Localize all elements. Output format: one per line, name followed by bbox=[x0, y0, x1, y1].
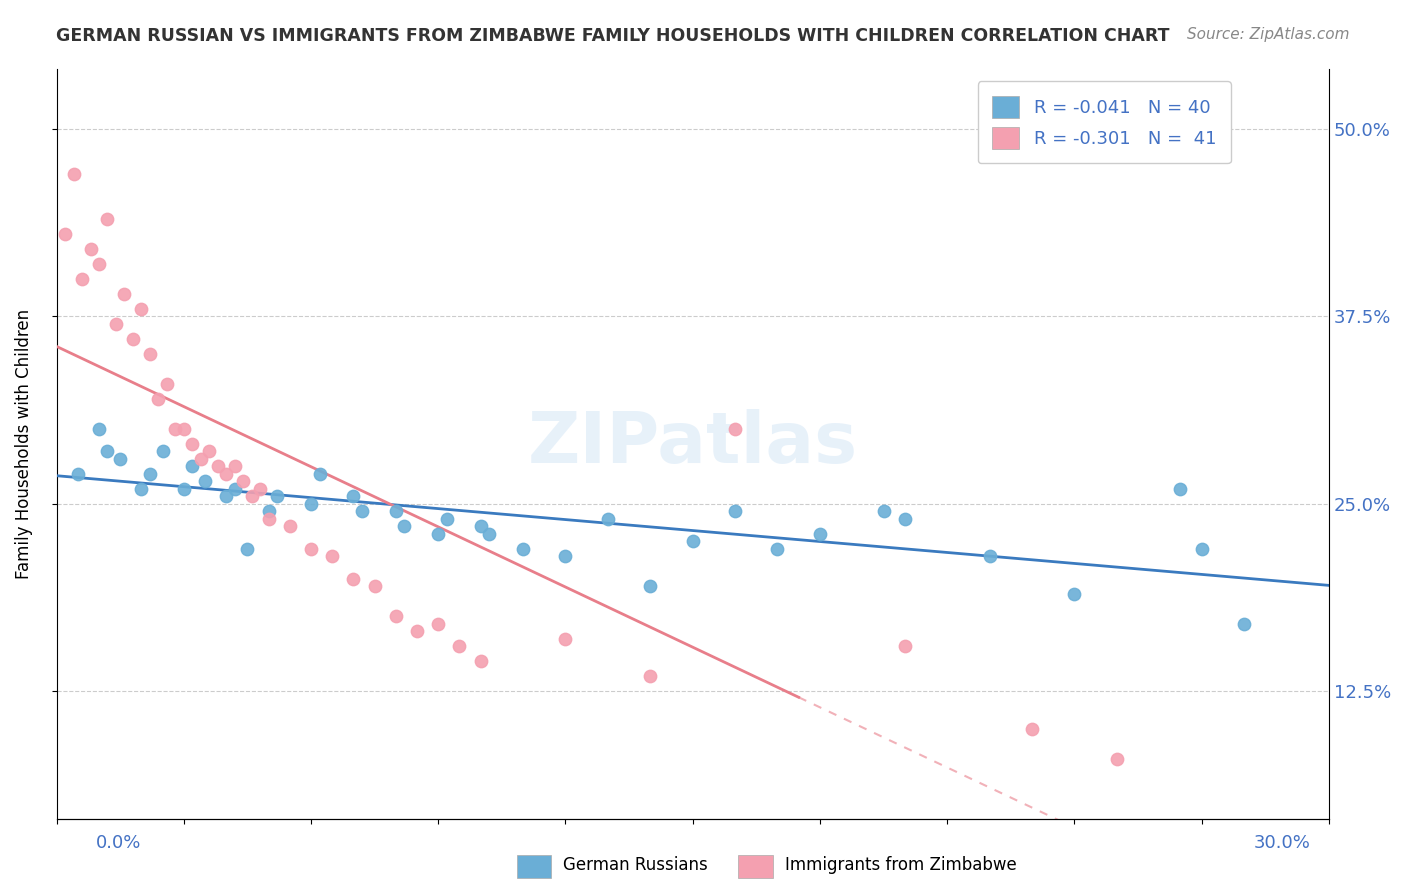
Point bbox=[682, 534, 704, 549]
Point bbox=[394, 519, 416, 533]
Point bbox=[872, 504, 894, 518]
Point bbox=[257, 511, 280, 525]
Point bbox=[427, 616, 450, 631]
Point bbox=[152, 444, 174, 458]
Point bbox=[299, 541, 322, 556]
Point bbox=[342, 572, 364, 586]
Point bbox=[114, 286, 136, 301]
Point bbox=[87, 256, 110, 270]
Point bbox=[427, 526, 450, 541]
Text: ZIPatlas: ZIPatlas bbox=[527, 409, 858, 478]
Point bbox=[724, 504, 747, 518]
Point bbox=[478, 526, 501, 541]
Point bbox=[66, 467, 89, 481]
Point bbox=[181, 459, 204, 474]
Point bbox=[224, 459, 246, 474]
Point bbox=[122, 332, 145, 346]
Point bbox=[266, 489, 288, 503]
FancyBboxPatch shape bbox=[738, 855, 773, 878]
Point bbox=[596, 511, 619, 525]
Point bbox=[96, 211, 118, 226]
Point bbox=[224, 482, 246, 496]
Point bbox=[62, 167, 84, 181]
Point bbox=[278, 519, 301, 533]
Point bbox=[148, 392, 170, 406]
Point bbox=[257, 504, 280, 518]
Point bbox=[198, 444, 221, 458]
Point bbox=[436, 511, 458, 525]
Point bbox=[236, 541, 259, 556]
Point bbox=[640, 579, 662, 593]
Point bbox=[385, 609, 408, 624]
Point bbox=[249, 482, 271, 496]
Point bbox=[110, 451, 132, 466]
Point bbox=[131, 482, 153, 496]
Text: 30.0%: 30.0% bbox=[1254, 834, 1310, 852]
Point bbox=[139, 346, 162, 360]
Point bbox=[1233, 616, 1256, 631]
Point bbox=[1170, 482, 1192, 496]
Point bbox=[79, 242, 101, 256]
Point bbox=[554, 632, 576, 646]
Point bbox=[87, 421, 110, 435]
Point bbox=[215, 467, 238, 481]
Point bbox=[70, 271, 93, 285]
Text: German Russians: German Russians bbox=[564, 856, 709, 874]
Point bbox=[766, 541, 789, 556]
Text: 0.0%: 0.0% bbox=[96, 834, 141, 852]
Point bbox=[194, 474, 217, 488]
Point bbox=[232, 474, 254, 488]
Point bbox=[724, 421, 747, 435]
Point bbox=[215, 489, 238, 503]
Legend: R = -0.041   N = 40, R = -0.301   N =  41: R = -0.041 N = 40, R = -0.301 N = 41 bbox=[977, 81, 1230, 163]
Point bbox=[1105, 751, 1128, 765]
Point bbox=[406, 624, 429, 639]
Point bbox=[53, 227, 76, 241]
Point bbox=[139, 467, 162, 481]
Point bbox=[979, 549, 1001, 563]
Text: GERMAN RUSSIAN VS IMMIGRANTS FROM ZIMBABWE FAMILY HOUSEHOLDS WITH CHILDREN CORRE: GERMAN RUSSIAN VS IMMIGRANTS FROM ZIMBAB… bbox=[56, 27, 1170, 45]
Text: Source: ZipAtlas.com: Source: ZipAtlas.com bbox=[1187, 27, 1350, 42]
Point bbox=[342, 489, 364, 503]
Point bbox=[173, 482, 195, 496]
Point bbox=[131, 301, 153, 316]
Point bbox=[207, 459, 229, 474]
Point bbox=[190, 451, 212, 466]
Point bbox=[449, 639, 471, 653]
Point bbox=[893, 511, 915, 525]
Point bbox=[470, 654, 492, 668]
Point bbox=[308, 467, 330, 481]
Point bbox=[363, 579, 385, 593]
Point bbox=[1063, 586, 1085, 600]
Point bbox=[156, 376, 179, 391]
Point bbox=[893, 639, 915, 653]
Point bbox=[350, 504, 373, 518]
Point bbox=[321, 549, 343, 563]
Point bbox=[808, 526, 831, 541]
Point bbox=[640, 669, 662, 683]
Point bbox=[181, 436, 204, 450]
Point bbox=[173, 421, 195, 435]
Point bbox=[385, 504, 408, 518]
FancyBboxPatch shape bbox=[517, 855, 551, 878]
Point bbox=[1021, 722, 1043, 736]
Point bbox=[104, 317, 127, 331]
Y-axis label: Family Households with Children: Family Households with Children bbox=[15, 309, 32, 579]
Point bbox=[1191, 541, 1213, 556]
Point bbox=[470, 519, 492, 533]
Point bbox=[512, 541, 534, 556]
Point bbox=[240, 489, 263, 503]
Point bbox=[165, 421, 187, 435]
Point bbox=[96, 444, 118, 458]
Point bbox=[554, 549, 576, 563]
Text: Immigrants from Zimbabwe: Immigrants from Zimbabwe bbox=[785, 856, 1017, 874]
Point bbox=[299, 497, 322, 511]
